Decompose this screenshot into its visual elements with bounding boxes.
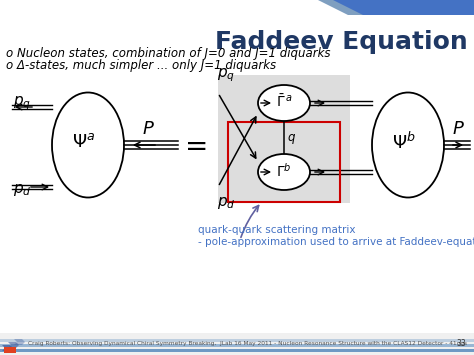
Text: quark-quark scattering matrix
    - pole-approximation used to arrive at Faddeev: quark-quark scattering matrix - pole-app… [185, 225, 474, 247]
Bar [228, 122, 340, 202]
Text: $p_d$: $p_d$ [217, 195, 235, 211]
Text: $p_d$: $p_d$ [13, 182, 31, 198]
Polygon shape [8, 342, 19, 348]
Text: $P$: $P$ [142, 120, 155, 138]
Text: o Δ-states, much simpler ... only J=1 diquarks: o Δ-states, much simpler ... only J=1 di… [6, 59, 276, 72]
Text: 33: 33 [456, 339, 466, 349]
Text: $q$: $q$ [288, 132, 297, 147]
Polygon shape [2, 345, 13, 351]
Text: Craig Roberts: Observing Dynamical Chiral Symmetry Breaking,  JLab 16 May 2011 -: Craig Roberts: Observing Dynamical Chira… [28, 342, 467, 346]
Text: $\bar{\Gamma}^{\,a}$: $\bar{\Gamma}^{\,a}$ [275, 94, 292, 110]
Ellipse shape [258, 85, 310, 121]
Text: $P$: $P$ [452, 120, 465, 138]
Bar [218, 75, 350, 203]
Text: Faddeev Equation: Faddeev Equation [215, 30, 468, 54]
Bar [0, 333, 474, 355]
Bar [0, 349, 474, 352]
Bar [0, 339, 474, 342]
Ellipse shape [52, 93, 124, 197]
Text: $p_q$: $p_q$ [13, 94, 31, 112]
Ellipse shape [258, 154, 310, 190]
Bar [0, 344, 474, 347]
Text: $=$: $=$ [179, 131, 207, 158]
Ellipse shape [372, 93, 444, 197]
Text: o Nucleon states, combination of J=0 and J=1 diquarks: o Nucleon states, combination of J=0 and… [6, 47, 330, 60]
Text: $\Gamma^b$: $\Gamma^b$ [276, 162, 292, 180]
Text: $\Psi^a$: $\Psi^a$ [73, 133, 96, 151]
Text: $p_q$: $p_q$ [217, 66, 235, 84]
Polygon shape [14, 339, 25, 345]
Polygon shape [318, 0, 363, 15]
Text: $\Psi^b$: $\Psi^b$ [392, 131, 416, 153]
Polygon shape [330, 0, 474, 15]
Polygon shape [4, 347, 16, 353]
